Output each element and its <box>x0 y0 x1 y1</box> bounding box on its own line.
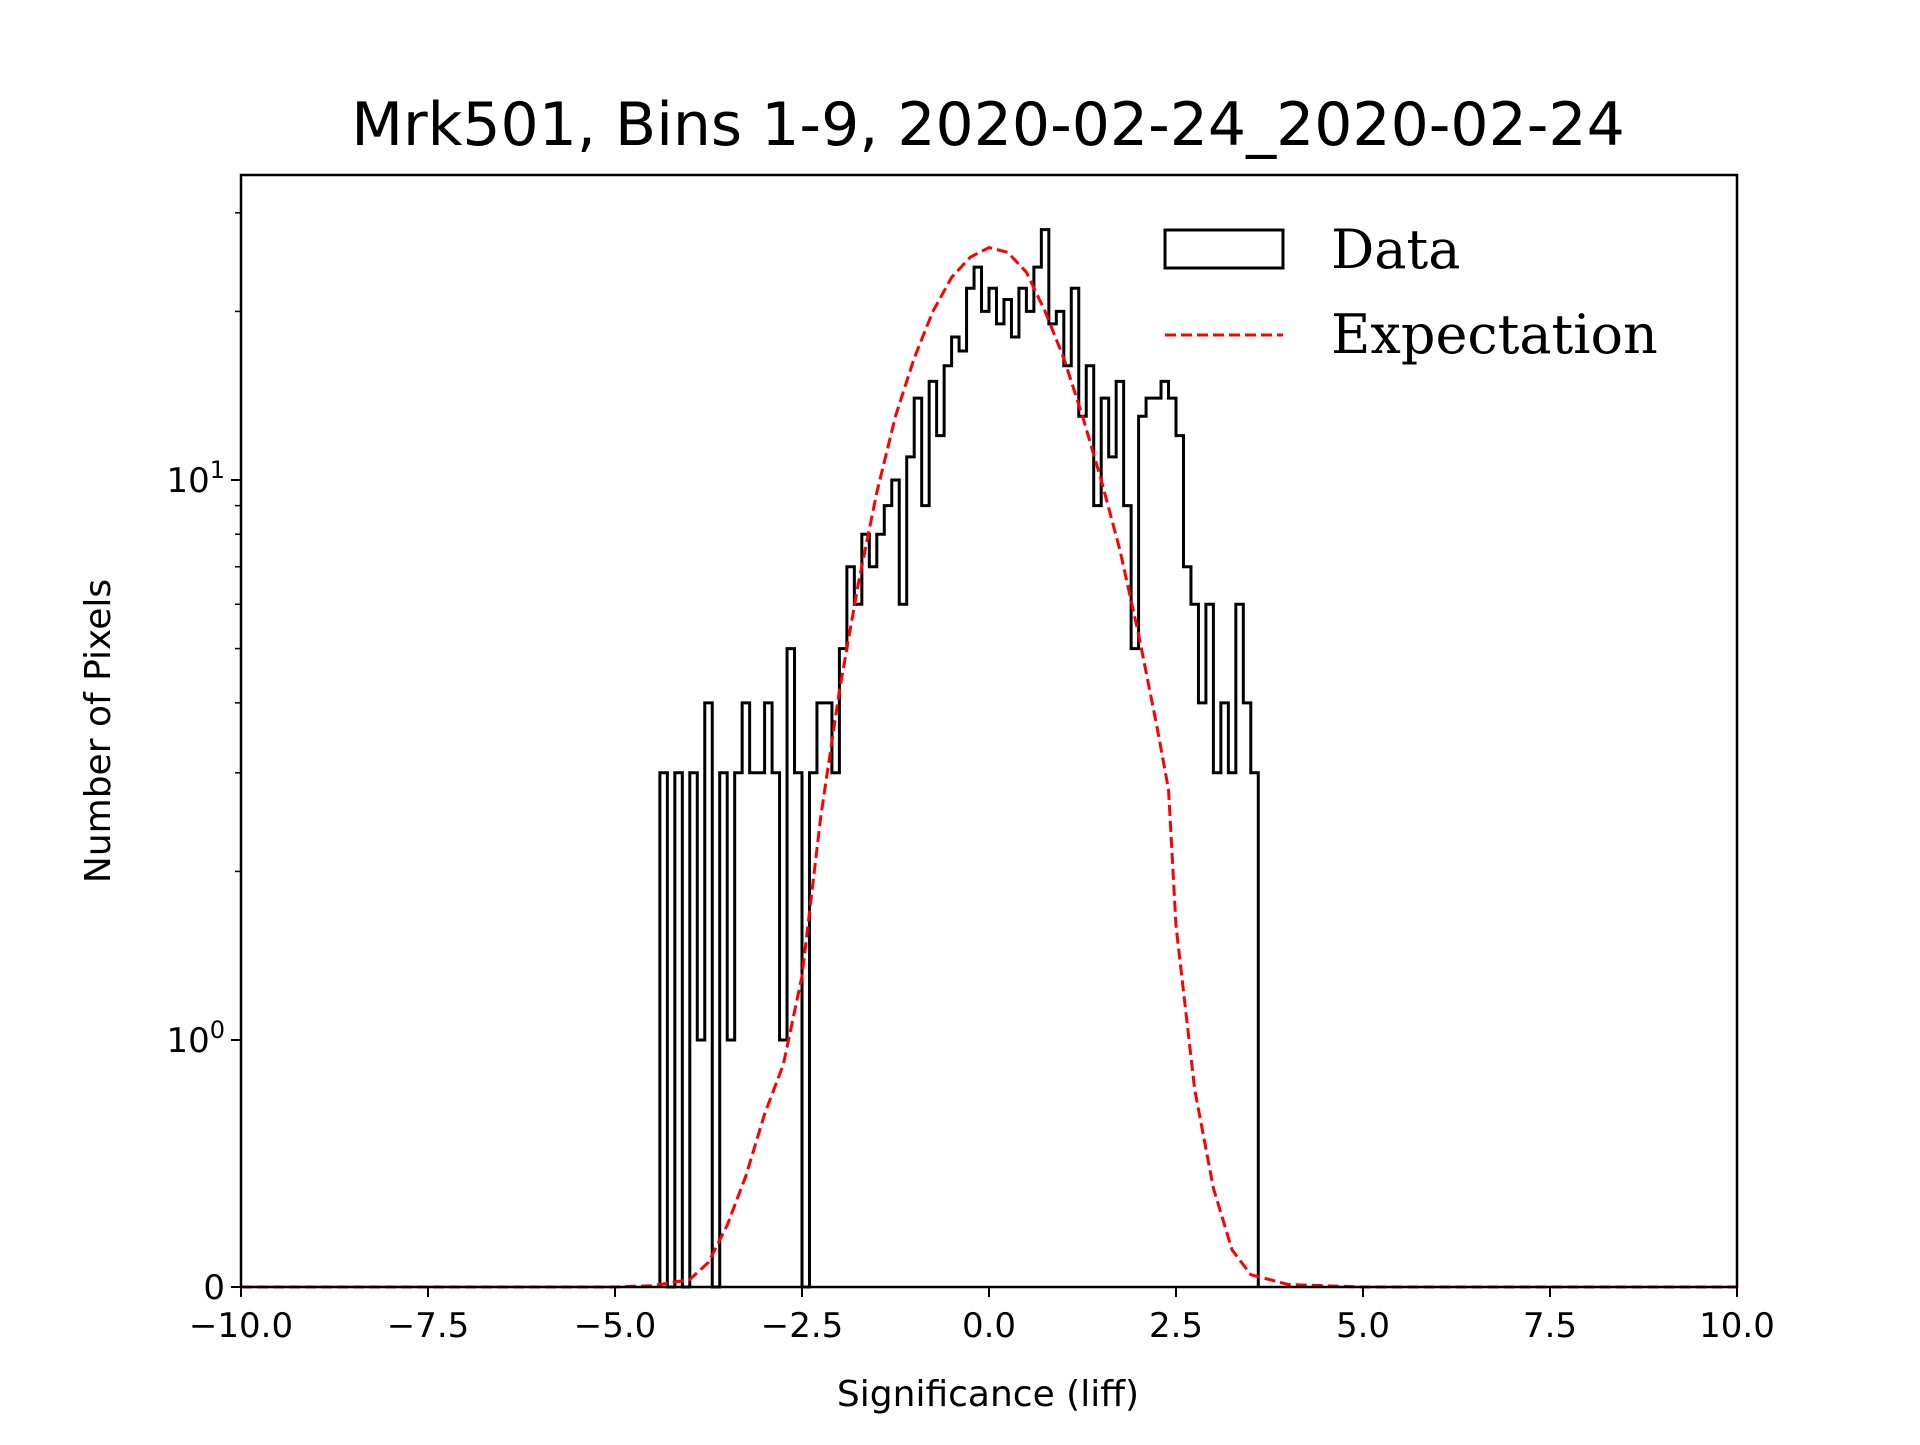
histogram-bin <box>1064 366 1071 1287</box>
histogram-bin <box>675 773 682 1287</box>
histogram-bin <box>727 1040 734 1287</box>
histogram-bin <box>1191 604 1198 1287</box>
histogram-bin <box>765 703 772 1287</box>
histogram-bin <box>697 1040 704 1287</box>
histogram-bin <box>1236 604 1243 1287</box>
histogram-bin <box>1026 311 1033 1287</box>
histogram-bin <box>907 457 914 1287</box>
legend-expectation-label: Expectation <box>1331 303 1658 366</box>
histogram-bin <box>899 604 906 1287</box>
histogram-bin <box>929 381 936 1287</box>
histogram-bin <box>1004 300 1011 1287</box>
histogram-bin <box>959 351 966 1287</box>
x-tick-label: 5.0 <box>1336 1306 1390 1346</box>
histogram-bin <box>1041 230 1048 1287</box>
histogram-bin <box>772 773 779 1287</box>
histogram-bin <box>690 773 697 1287</box>
histogram-bin <box>1198 703 1205 1287</box>
histogram-bin <box>780 1040 787 1287</box>
histogram-bin <box>1094 506 1101 1287</box>
data-histogram-series <box>658 228 1260 1289</box>
histogram-bin <box>1131 649 1138 1287</box>
histogram-bin <box>944 366 951 1287</box>
histogram-bin <box>750 773 757 1287</box>
legend-data-swatch <box>1163 228 1285 270</box>
histogram-bin <box>892 480 899 1287</box>
histogram-bin <box>884 506 891 1287</box>
histogram-bin <box>757 773 764 1287</box>
y-axis: 0 100 101 <box>166 212 241 1308</box>
histogram-bin <box>952 337 959 1287</box>
histogram-bin <box>914 398 921 1287</box>
histogram-bin <box>1161 381 1168 1287</box>
y-axis-label: Number of Pixels <box>78 579 119 883</box>
chart-title: Mrk501, Bins 1-9, 2020-02-24_2020-02-24 <box>351 90 1625 160</box>
histogram-bin <box>847 567 854 1287</box>
histogram-bin <box>996 324 1003 1287</box>
histogram-bin <box>862 534 869 1287</box>
histogram-bin <box>967 288 974 1287</box>
histogram-bin <box>1034 267 1041 1287</box>
histogram-bin <box>1154 398 1161 1287</box>
histogram-bin <box>1101 398 1108 1287</box>
histogram-bin <box>1124 506 1131 1287</box>
histogram-bin <box>854 604 861 1287</box>
histogram-bin <box>982 311 989 1287</box>
histogram-bin <box>937 436 944 1287</box>
x-tick-label: −5.0 <box>574 1306 657 1346</box>
histogram-bin <box>1176 436 1183 1287</box>
histogram-bin <box>1019 288 1026 1287</box>
histogram-bin <box>660 773 667 1287</box>
histogram-bin <box>1049 324 1056 1287</box>
plot-area <box>241 228 1737 1289</box>
histogram-bin <box>1243 703 1250 1287</box>
histogram-bin <box>1206 604 1213 1287</box>
histogram-bin <box>839 649 846 1287</box>
histogram-bin <box>1109 457 1116 1287</box>
histogram-bin <box>1071 288 1078 1287</box>
y-tick-label: 101 <box>166 456 225 501</box>
histogram-bin <box>869 567 876 1287</box>
x-tick-label: 7.5 <box>1523 1306 1577 1346</box>
histogram-bin <box>1139 416 1146 1287</box>
histogram-bin <box>705 703 712 1287</box>
histogram-bin <box>1011 337 1018 1287</box>
histogram-bin <box>1079 416 1086 1287</box>
histogram-bin <box>742 703 749 1287</box>
histogram-bin <box>735 773 742 1287</box>
x-axis: −10.0 −7.5 −5.0 −2.5 0.0 2.5 5.0 7.5 10.0 <box>189 1287 1775 1346</box>
histogram-bin <box>1056 311 1063 1287</box>
x-tick-label: 10.0 <box>1699 1306 1775 1346</box>
x-tick-label: 2.5 <box>1149 1306 1203 1346</box>
y-tick-label: 0 <box>203 1268 225 1308</box>
histogram-bin <box>1183 567 1190 1287</box>
histogram-bin <box>1228 773 1235 1287</box>
y-tick-label: 100 <box>166 1016 225 1061</box>
x-axis-label: Significance (liff) <box>837 1374 1139 1415</box>
histogram-bin <box>1116 381 1123 1287</box>
legend-data-label: Data <box>1331 218 1460 281</box>
histogram-bin <box>922 506 929 1287</box>
histogram-bin <box>1221 703 1228 1287</box>
x-tick-label: −2.5 <box>761 1306 844 1346</box>
legend: Data Expectation <box>1163 218 1658 366</box>
x-tick-label: −7.5 <box>387 1306 470 1346</box>
histogram-bin <box>787 649 794 1287</box>
x-tick-label: −10.0 <box>189 1306 293 1346</box>
x-tick-label: 0.0 <box>962 1306 1016 1346</box>
histogram-bin <box>877 534 884 1287</box>
histogram-bin <box>989 288 996 1287</box>
histogram-bin <box>720 773 727 1287</box>
histogram-bin <box>1086 366 1093 1287</box>
histogram-bin <box>974 267 981 1287</box>
histogram-bin <box>795 773 802 1287</box>
histogram-bin <box>832 773 839 1287</box>
histogram-bin <box>1251 773 1258 1287</box>
histogram-bin <box>1146 398 1153 1287</box>
expectation-line <box>241 246 1737 1289</box>
